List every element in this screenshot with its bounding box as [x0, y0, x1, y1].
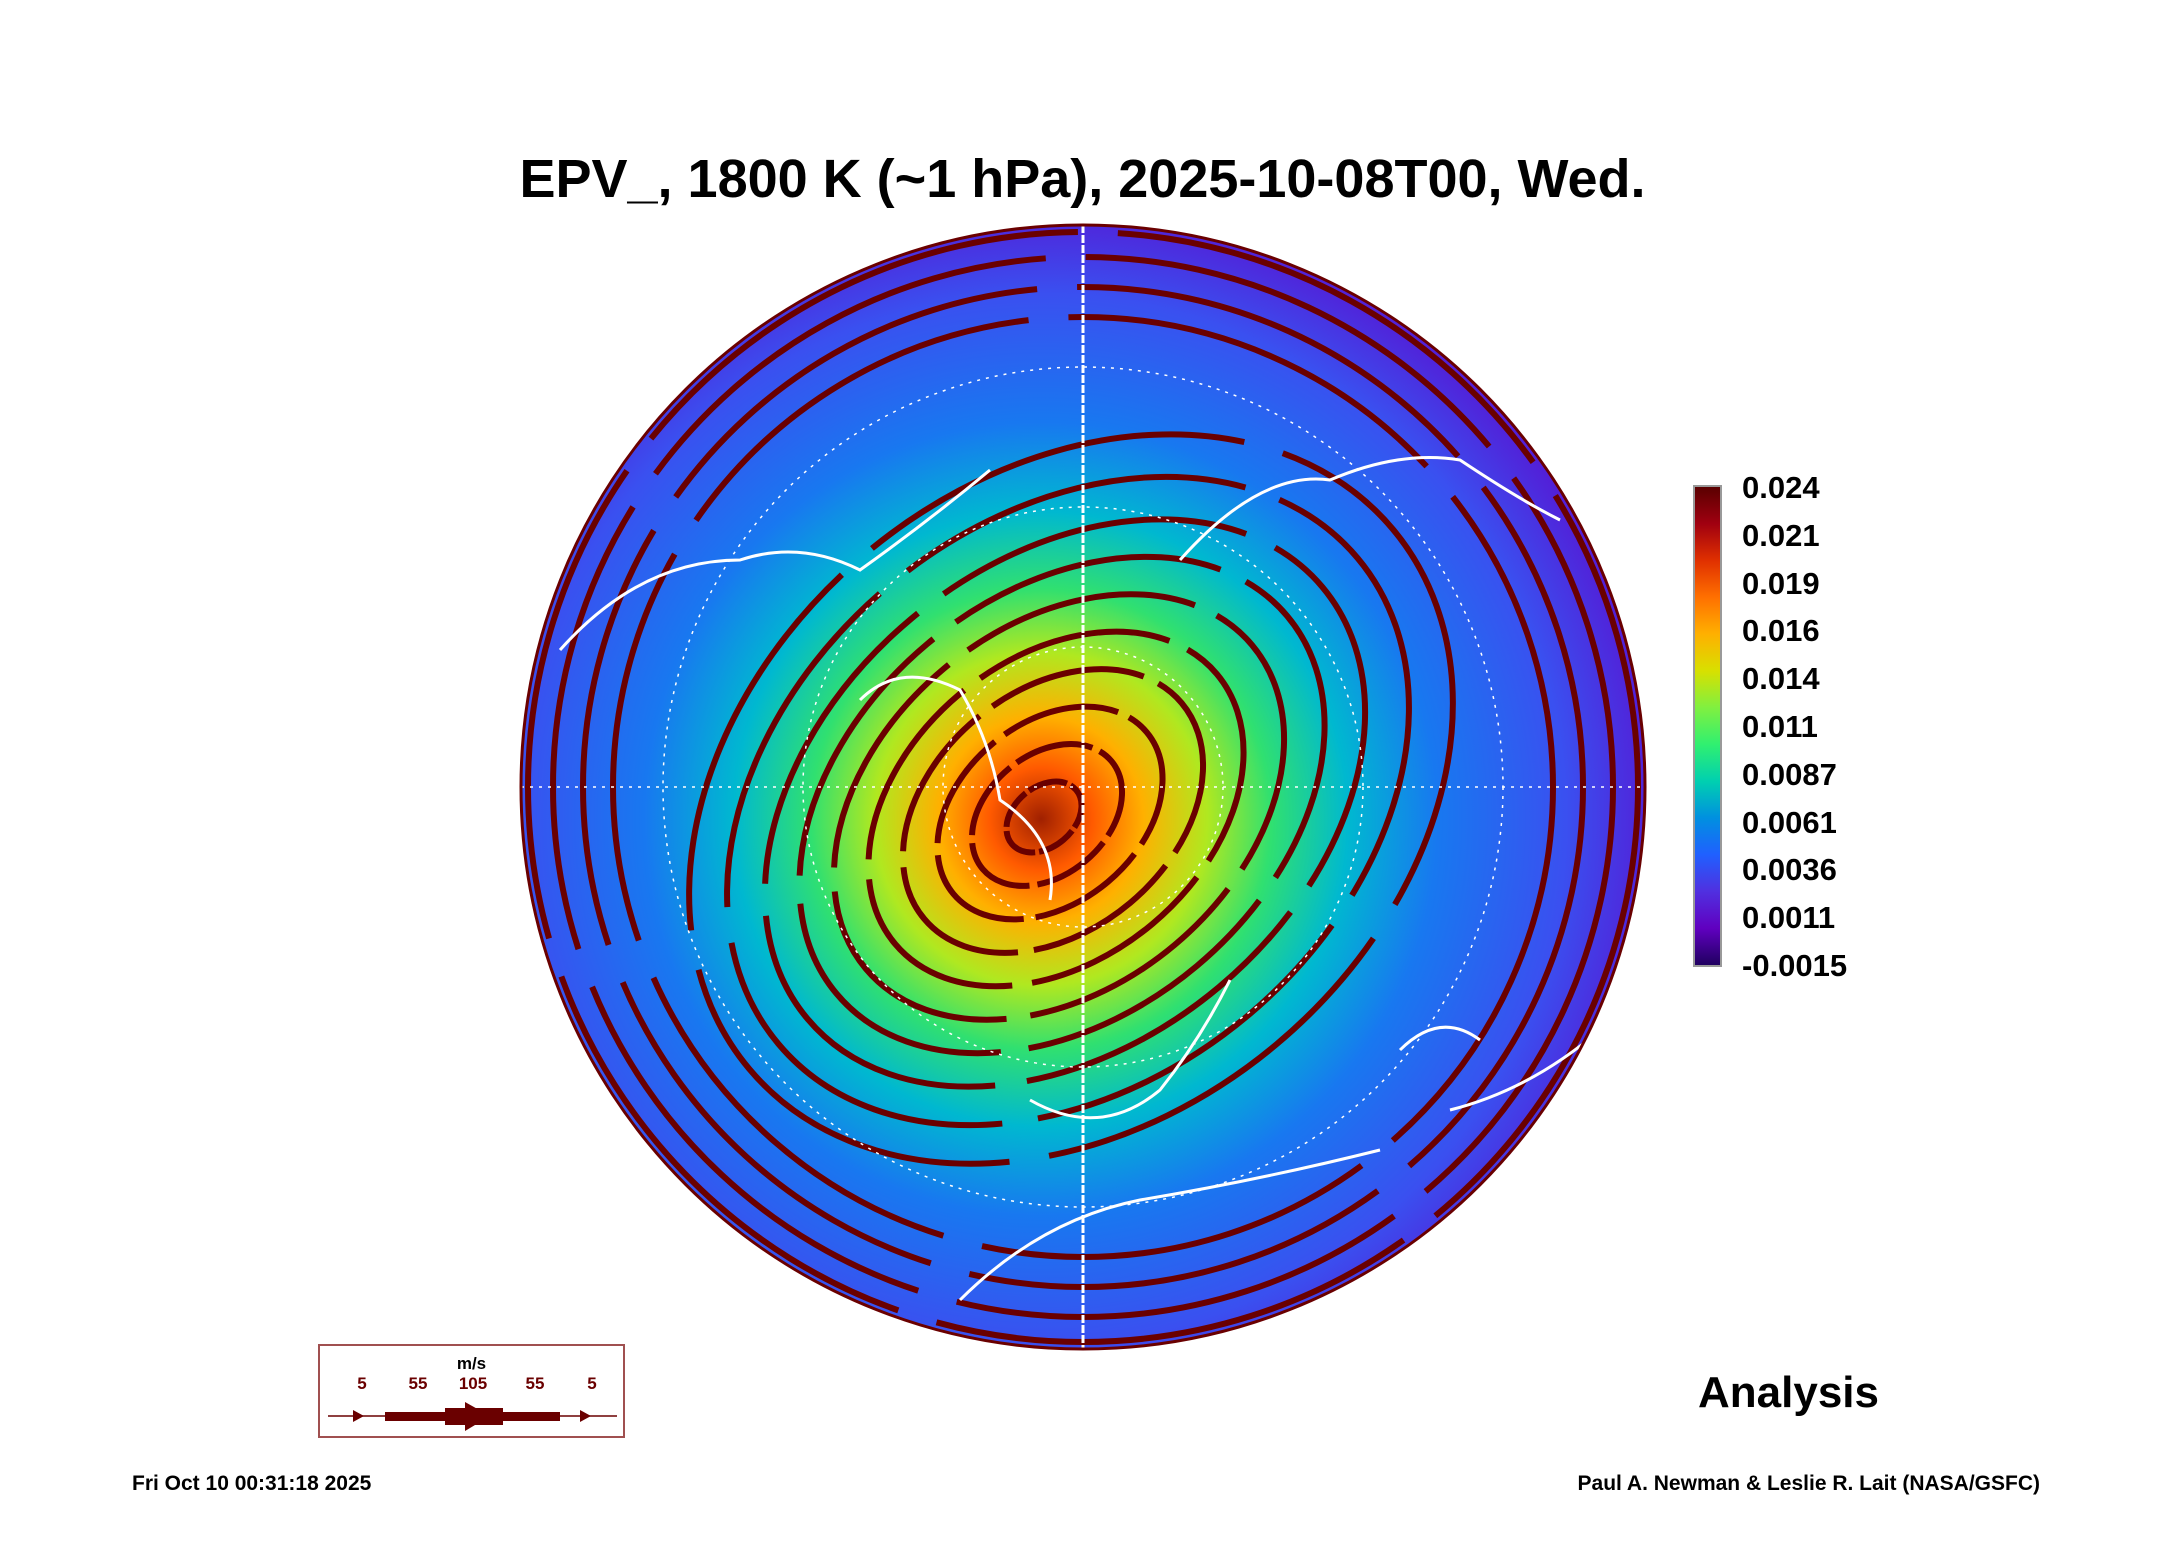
legend-unit: m/s: [456, 1354, 487, 1373]
legend-value: 55: [525, 1374, 545, 1393]
streamline: [761, 516, 1369, 1090]
legend-value: 5: [587, 1374, 597, 1393]
colorbar-tick-label: 0.021: [1742, 517, 1820, 553]
footer-timestamp: Fri Oct 10 00:31:18 2025: [132, 1472, 372, 1495]
streamline: [724, 473, 1412, 1129]
footer-credit: Paul A. Newman & Leslie R. Lait (NASA/GS…: [1577, 1472, 2040, 1495]
streamline: [865, 628, 1247, 990]
legend-value: 105: [458, 1374, 488, 1393]
graticule: [521, 225, 1645, 1349]
streamline: [1003, 778, 1085, 856]
colorbar-tick-label: 0.0087: [1742, 756, 1837, 792]
coastlines: [558, 456, 1601, 1302]
streamline: [796, 553, 1328, 1057]
colorbar-tick-label: 0.011: [1742, 709, 1818, 744]
colorbar-tick-label: 0.019: [1742, 565, 1820, 601]
colorbar: [1693, 485, 1722, 967]
colorbar-tick-label: 0.016: [1742, 613, 1820, 649]
colorbar-tick-label: -0.0015: [1742, 948, 1848, 983]
map-border: [519, 223, 1647, 1351]
chart-title: EPV_, 1800 K (~1 hPa), 2025-10-08T00, We…: [519, 149, 1646, 209]
colorbar-tick-label: 0.024: [1742, 470, 1820, 505]
analysis-label: Analysis: [1698, 1368, 1879, 1417]
streamline: [830, 591, 1288, 1023]
streamline: [934, 703, 1166, 923]
colorbar-tick-label: 0.0011: [1742, 900, 1836, 936]
legend-value: 55: [408, 1374, 428, 1393]
streamline: [968, 741, 1126, 889]
legend-arrow: [328, 1402, 617, 1431]
colorbar-tick-label: 0.0036: [1742, 852, 1837, 888]
colorbar-tick-label: 0.0061: [1742, 804, 1837, 840]
colorbar-tick-label: 0.014: [1742, 661, 1820, 697]
streamline: [686, 431, 1456, 1167]
wind-speed-legend: m/s 5 55 105 55 5: [318, 1344, 625, 1438]
legend-value: 5: [357, 1374, 367, 1393]
